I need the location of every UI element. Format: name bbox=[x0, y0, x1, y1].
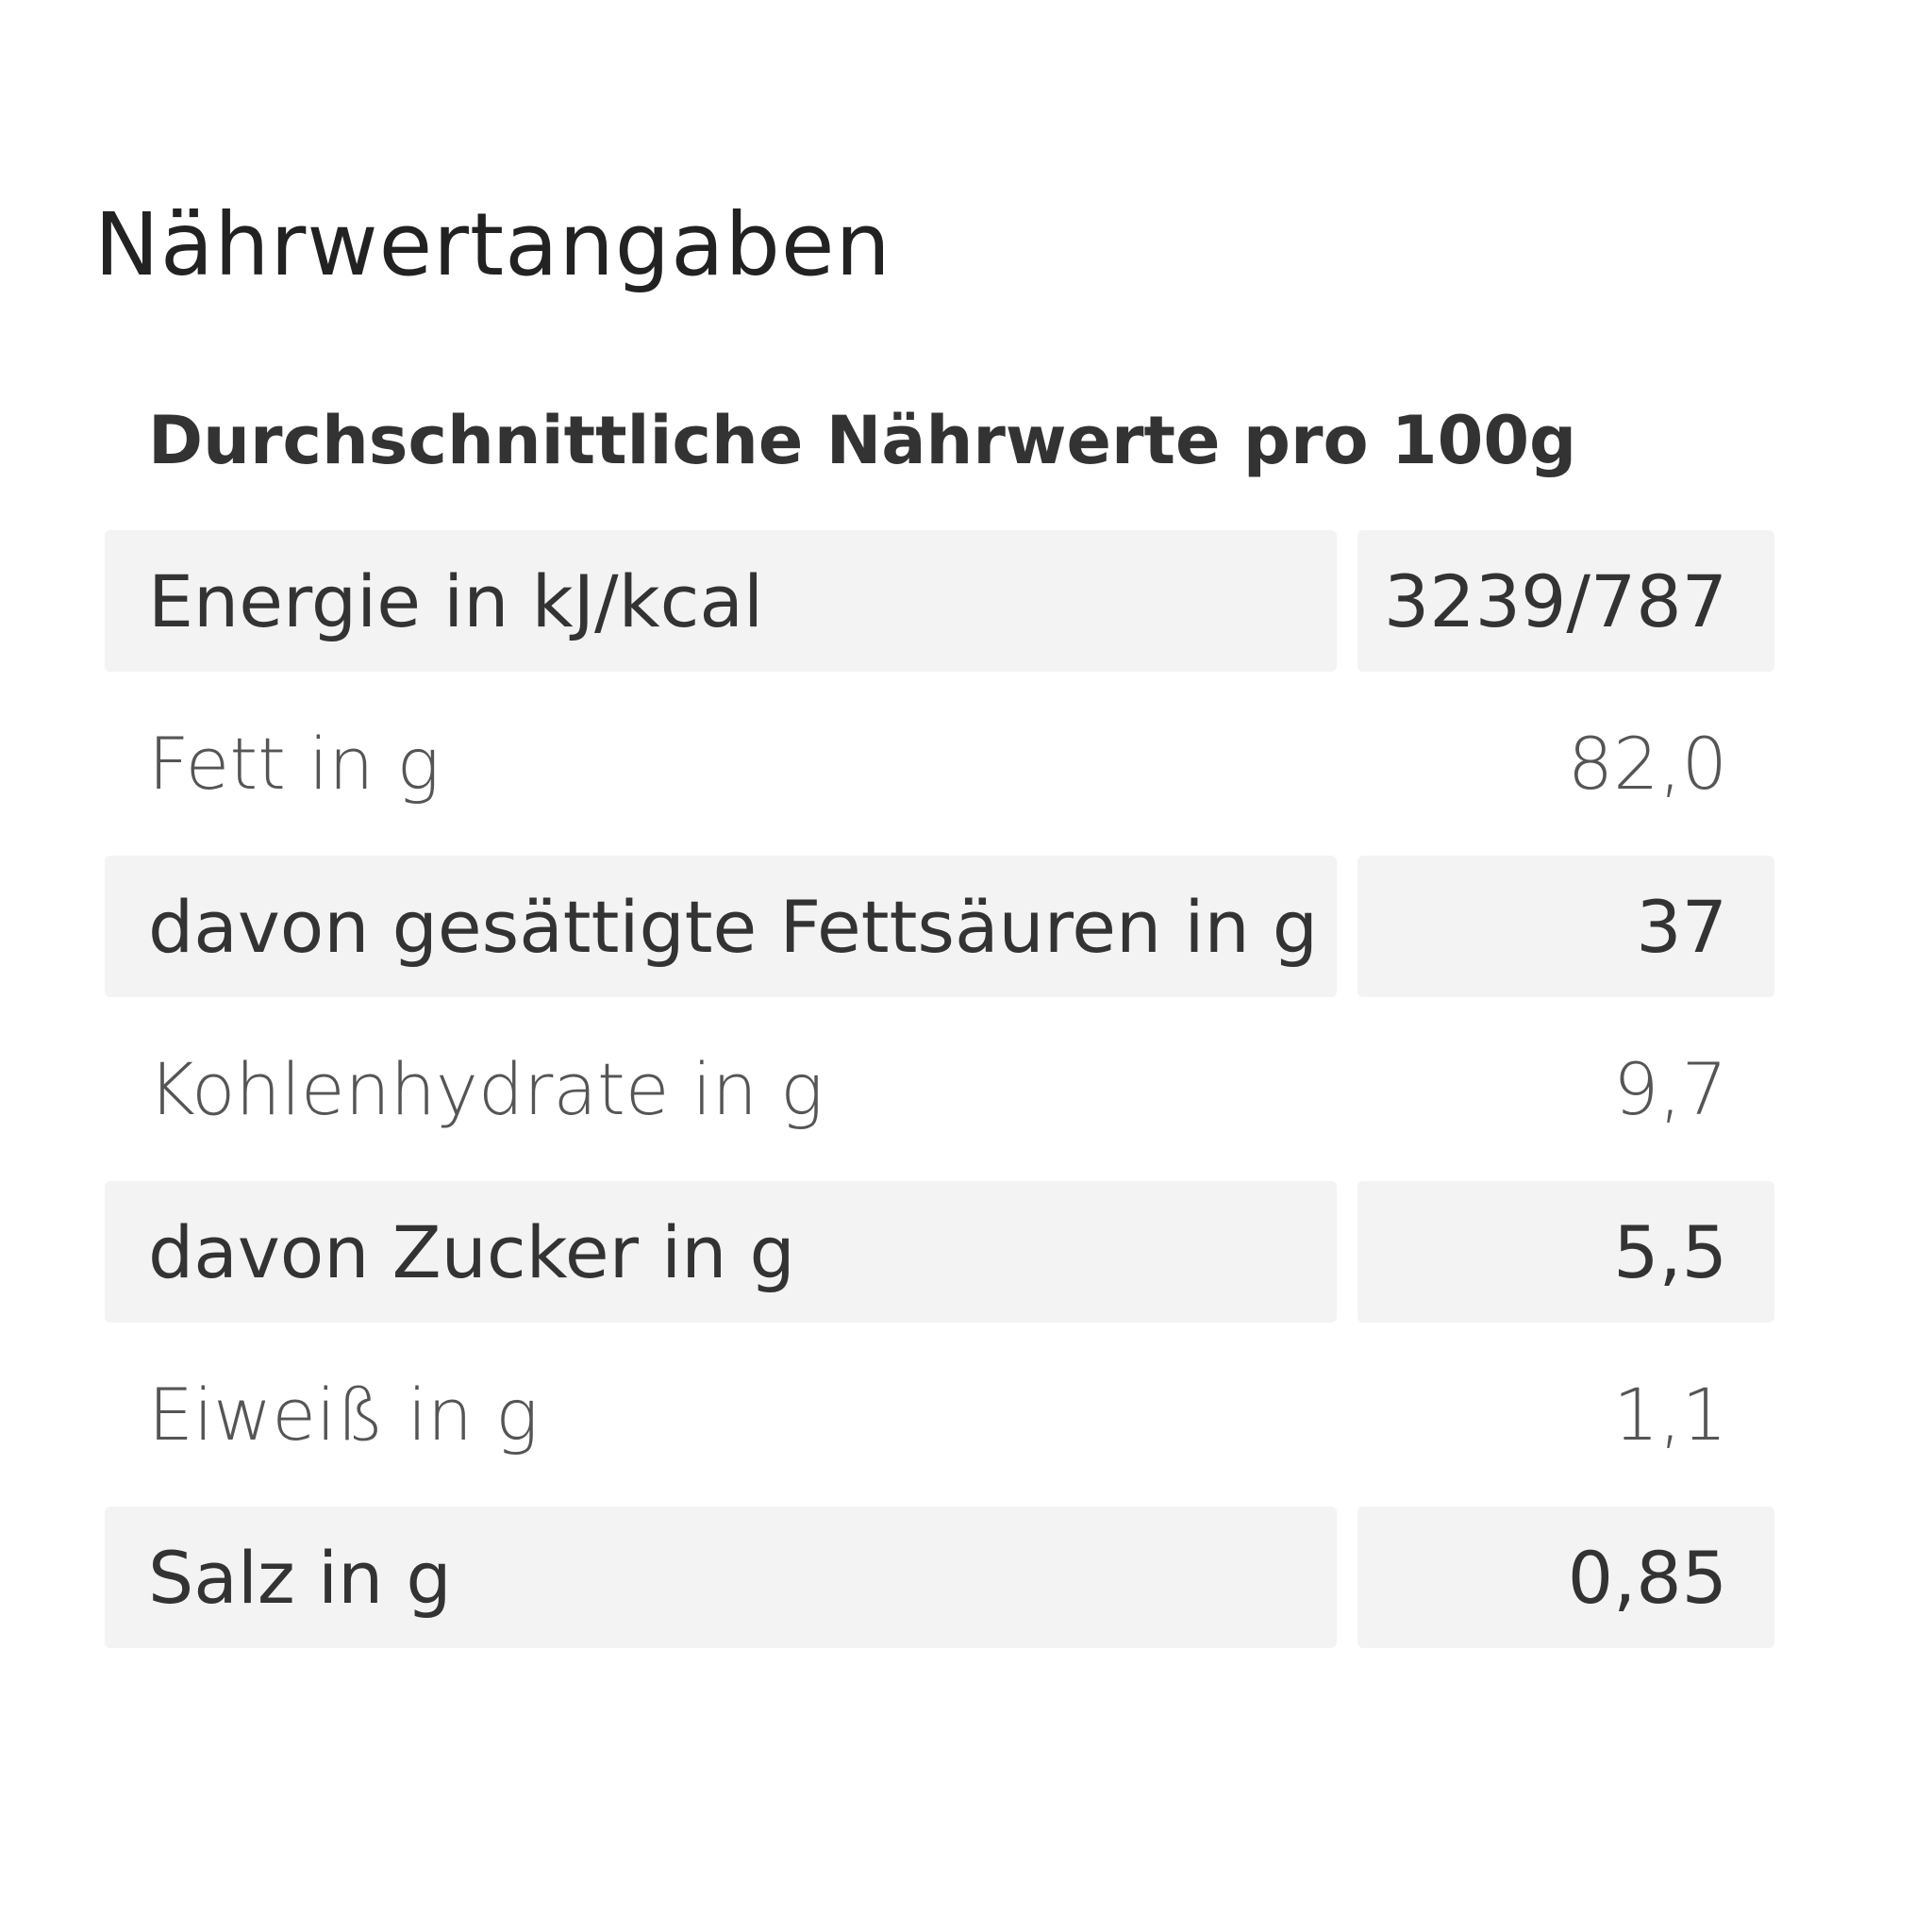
row-label: Fett in g bbox=[148, 722, 441, 806]
row-value: 5,5 bbox=[1357, 1181, 1774, 1323]
title: Nährwertangaben bbox=[94, 194, 891, 295]
table-caption: Durchschnittliche Nährwerte pro 100g bbox=[148, 402, 1577, 479]
row-label: davon gesättigte Fettsäuren in g bbox=[105, 856, 1337, 997]
row-label: Energie in kJ/kcal bbox=[105, 530, 1337, 672]
row-label: Eiweiß in g bbox=[148, 1373, 539, 1457]
row-label: Salz in g bbox=[105, 1507, 1337, 1648]
row-label: Kohlenhydrate in g bbox=[148, 1047, 824, 1131]
row-value: 82,0 bbox=[1567, 722, 1727, 806]
row-label: davon Zucker in g bbox=[105, 1181, 1337, 1323]
row-value: 3239/787 bbox=[1357, 530, 1774, 672]
row-value: 0,85 bbox=[1357, 1507, 1774, 1648]
row-value: 1,1 bbox=[1613, 1373, 1727, 1457]
row-value: 9,7 bbox=[1613, 1047, 1727, 1131]
row-value: 37 bbox=[1357, 856, 1774, 997]
